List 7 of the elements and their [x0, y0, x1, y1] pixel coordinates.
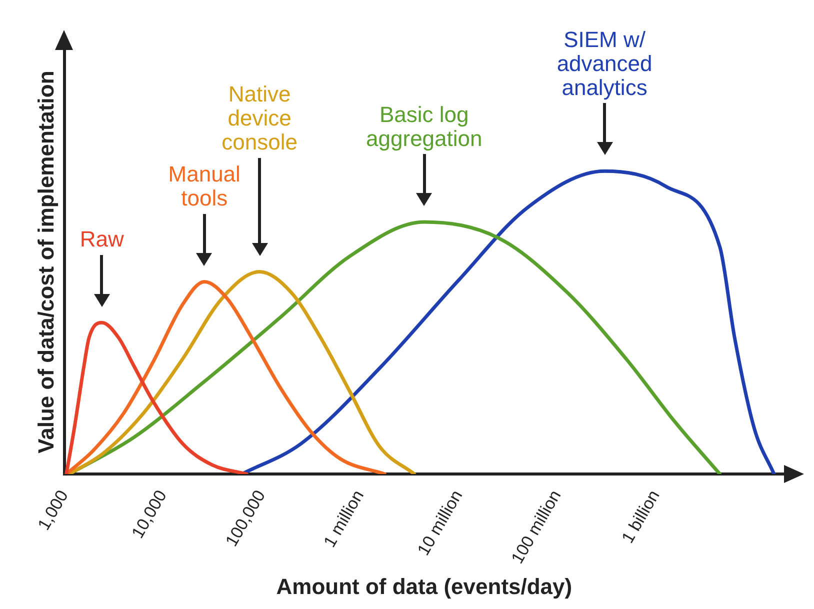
y-axis-title: Value of data/cost of implementation	[33, 70, 58, 454]
text: Basic log aggregation	[366, 102, 482, 152]
text: SIEM w/ advanced analytics	[556, 27, 652, 100]
text: Raw	[80, 226, 124, 252]
x-axis-title: Amount of data (events/day)	[276, 574, 572, 599]
text: Manual tools	[168, 162, 240, 211]
text: Native device console	[222, 82, 298, 155]
